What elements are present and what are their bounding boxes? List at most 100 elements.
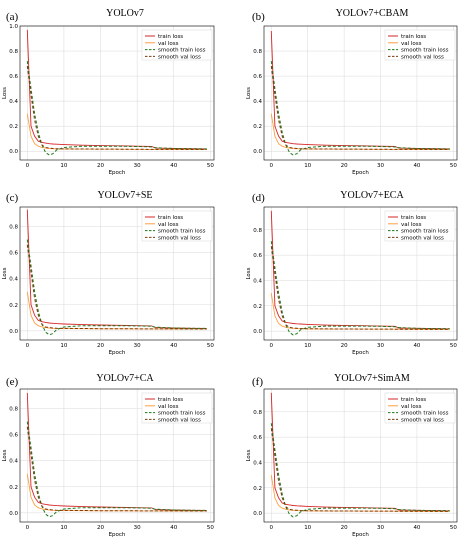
y-tick-label: 0.4 xyxy=(253,460,262,466)
y-tick-label: 0.6 xyxy=(253,253,262,259)
legend-label: train loss xyxy=(158,215,183,221)
y-tick-label: 0.4 xyxy=(9,99,18,105)
plot-frame xyxy=(19,25,215,161)
chart-title: YOLOv7+SE xyxy=(97,190,152,201)
x-tick-label: 30 xyxy=(377,163,384,169)
series-line-smooth-train-loss xyxy=(26,421,207,518)
y-tick-label: 0.4 xyxy=(253,278,262,284)
y-tick-label: 0.8 xyxy=(9,407,18,413)
legend-label: smooth val loss xyxy=(158,54,201,60)
legend-label: train loss xyxy=(401,34,426,40)
x-tick-label: 20 xyxy=(341,343,348,349)
y-tick-label: 0.8 xyxy=(9,49,18,55)
x-tick-label: 10 xyxy=(304,163,311,169)
legend-label: smooth train loss xyxy=(401,48,449,54)
series-line-val-loss xyxy=(26,113,207,150)
series-line-smooth-train-loss xyxy=(26,61,207,156)
y-tick-label: 0.8 xyxy=(253,228,262,234)
y-tick-label: 0.6 xyxy=(253,435,262,441)
series-line-smooth-val-loss xyxy=(26,244,207,330)
y-axis-label: Loss xyxy=(246,267,252,279)
legend-label: smooth train loss xyxy=(401,229,449,235)
y-tick-label: 0.6 xyxy=(253,74,262,80)
plot-frame xyxy=(263,206,458,341)
x-tick-label: 0 xyxy=(270,163,274,169)
x-axis-label: Epoch xyxy=(352,532,369,538)
legend-label: val loss xyxy=(158,404,179,410)
series-line-smooth-val-loss xyxy=(270,428,450,512)
x-tick-label: 30 xyxy=(134,163,141,169)
series-line-smooth-train-loss xyxy=(270,241,450,336)
y-tick-label: 0.4 xyxy=(9,459,18,465)
x-tick-label: 10 xyxy=(304,343,311,349)
legend-label: smooth train loss xyxy=(158,48,206,54)
chart-title: YOLOv7+ECA xyxy=(340,190,404,201)
x-tick-label: 20 xyxy=(341,163,348,169)
series-line-smooth-train-loss xyxy=(270,61,450,156)
y-tick-label: 0.0 xyxy=(253,149,262,155)
y-axis-label: Loss xyxy=(246,87,252,99)
x-tick-label: 30 xyxy=(377,343,384,349)
y-tick-label: 0.0 xyxy=(253,329,262,335)
legend-label: train loss xyxy=(158,397,183,403)
y-tick-label: 0.4 xyxy=(9,277,18,283)
y-tick-label: 0.0 xyxy=(9,511,18,517)
series-line-smooth-val-loss xyxy=(270,66,450,150)
x-tick-label: 10 xyxy=(60,343,67,349)
x-tick-label: 40 xyxy=(170,343,177,349)
chart-title: YOLOv7+SimAM xyxy=(334,373,410,384)
y-tick-label: 0.2 xyxy=(9,485,18,491)
legend-label: smooth val loss xyxy=(401,235,444,241)
y-tick-label: 0.8 xyxy=(9,225,18,231)
y-tick-label: 0.6 xyxy=(9,433,18,439)
legend-label: smooth val loss xyxy=(401,54,444,60)
series-line-smooth-val-loss xyxy=(270,246,450,330)
chart-title: YOLOv7 xyxy=(106,8,144,19)
panel-letter: (d) xyxy=(252,192,265,204)
x-axis-label: Epoch xyxy=(352,350,369,356)
chart-panel: (f) YOLOv7+SimAM 0 10 20 30 40 50 0.0 0.2 0.4 0.6 0.… xyxy=(246,373,457,538)
legend-box xyxy=(141,29,213,61)
legend-label: train loss xyxy=(158,34,183,40)
y-tick-label: 0.8 xyxy=(253,49,262,55)
x-tick-label: 30 xyxy=(377,525,384,531)
legend-box xyxy=(384,210,456,242)
x-tick-label: 0 xyxy=(270,525,274,531)
panel-letter: (b) xyxy=(252,11,265,23)
legend-label: smooth train loss xyxy=(158,229,206,235)
y-tick-label: 0.2 xyxy=(253,124,262,130)
legend-label: val loss xyxy=(158,41,179,47)
panel-letter: (c) xyxy=(6,192,19,204)
x-tick-label: 40 xyxy=(413,343,420,349)
chart-panel: (d) YOLOv7+ECA 0 10 20 30 40 50 0.0 0.2 0.4 0.6 0.8 E… xyxy=(246,190,457,356)
y-tick-label: 0.6 xyxy=(9,74,18,80)
legend-label: smooth train loss xyxy=(401,411,449,417)
x-tick-label: 40 xyxy=(170,525,177,531)
series-line-smooth-val-loss xyxy=(26,426,207,512)
legend-box xyxy=(141,392,213,424)
x-axis-label: Epoch xyxy=(109,170,126,176)
x-tick-label: 20 xyxy=(97,163,104,169)
x-tick-label: 40 xyxy=(413,525,420,531)
plot-frame xyxy=(263,25,458,161)
legend-label: val loss xyxy=(158,222,179,228)
x-tick-label: 40 xyxy=(413,163,420,169)
x-tick-label: 50 xyxy=(207,525,214,531)
legend-label: smooth train loss xyxy=(158,411,206,417)
y-tick-label: 1.0 xyxy=(9,24,18,30)
x-axis-label: Epoch xyxy=(352,170,369,176)
series-line-smooth-val-loss xyxy=(26,66,207,150)
y-axis-label: Loss xyxy=(2,449,8,461)
panel-letter: (a) xyxy=(6,11,19,23)
legend-label: val loss xyxy=(401,404,422,410)
x-tick-label: 0 xyxy=(26,343,30,349)
x-tick-label: 10 xyxy=(60,525,67,531)
y-axis-label: Loss xyxy=(246,449,252,461)
chart-panel: (a) YOLOv7 0 10 20 30 40 50 0.0 0.2 0.4 0.6 0.8 1.0 Ep… xyxy=(2,8,214,176)
y-tick-label: 0.2 xyxy=(9,303,18,309)
x-tick-label: 10 xyxy=(60,163,67,169)
chart-panel: (b) YOLOv7+CBAM 0 10 20 30 40 50 0.0 0.2 0.4 0.6 0.8… xyxy=(246,8,457,176)
x-tick-label: 50 xyxy=(450,343,457,349)
legend-label: smooth val loss xyxy=(158,235,201,241)
x-tick-label: 50 xyxy=(207,343,214,349)
